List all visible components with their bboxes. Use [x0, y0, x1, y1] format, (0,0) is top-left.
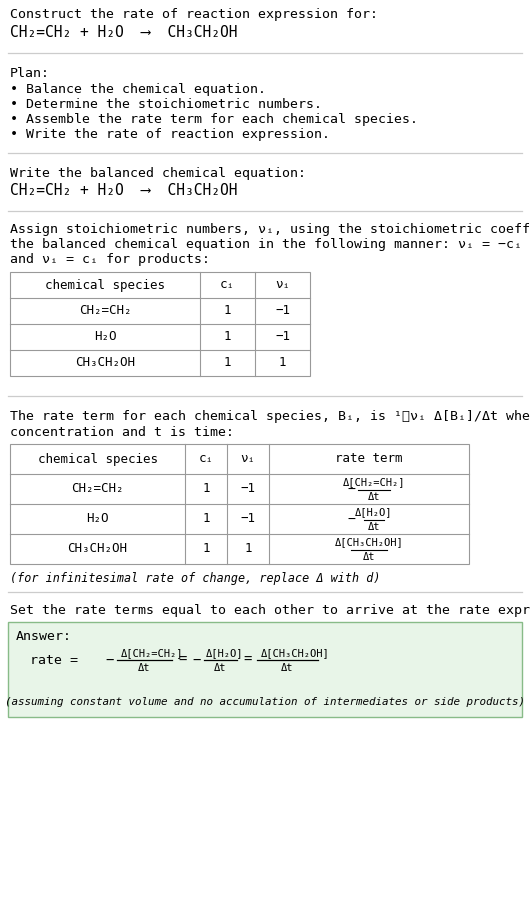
Text: cᵢ: cᵢ [199, 452, 214, 466]
Text: (assuming constant volume and no accumulation of intermediates or side products): (assuming constant volume and no accumul… [5, 697, 525, 707]
Text: Δ[CH₃CH₂OH]: Δ[CH₃CH₂OH] [334, 538, 403, 548]
Text: −1: −1 [241, 512, 255, 525]
Text: rate =: rate = [30, 653, 86, 666]
Text: • Determine the stoichiometric numbers.: • Determine the stoichiometric numbers. [10, 98, 322, 111]
Text: and νᵢ = cᵢ for products:: and νᵢ = cᵢ for products: [10, 253, 210, 266]
Text: CH₂=CH₂ + H₂O  ⟶  CH₃CH₂OH: CH₂=CH₂ + H₂O ⟶ CH₃CH₂OH [10, 183, 237, 198]
Text: Write the balanced chemical equation:: Write the balanced chemical equation: [10, 167, 306, 180]
Text: CH₂=CH₂: CH₂=CH₂ [71, 482, 123, 496]
Text: 1: 1 [202, 482, 210, 496]
Text: CH₂=CH₂ + H₂O  ⟶  CH₃CH₂OH: CH₂=CH₂ + H₂O ⟶ CH₃CH₂OH [10, 25, 237, 40]
Text: Plan:: Plan: [10, 67, 50, 80]
Text: Δt: Δt [363, 551, 375, 561]
Text: 1: 1 [224, 357, 231, 369]
Text: −1: −1 [275, 305, 290, 318]
Text: Δt: Δt [368, 491, 380, 501]
Text: νᵢ: νᵢ [241, 452, 255, 466]
Text: −1: −1 [241, 482, 255, 496]
Text: −: − [105, 653, 113, 667]
Text: H₂O: H₂O [94, 330, 116, 343]
Text: Construct the rate of reaction expression for:: Construct the rate of reaction expressio… [10, 8, 378, 21]
Text: 1: 1 [202, 542, 210, 555]
Text: 1: 1 [244, 542, 252, 555]
Text: −: − [347, 512, 355, 525]
Text: Assign stoichiometric numbers, νᵢ, using the stoichiometric coefficients, cᵢ, fr: Assign stoichiometric numbers, νᵢ, using… [10, 223, 530, 236]
Text: Δ[CH₂=CH₂]: Δ[CH₂=CH₂] [121, 648, 183, 658]
Text: Δ[CH₂=CH₂]: Δ[CH₂=CH₂] [343, 478, 405, 488]
Text: Answer:: Answer: [16, 630, 72, 643]
Text: −: − [347, 482, 355, 496]
Bar [8, 622, 522, 717]
Text: Δt: Δt [368, 521, 380, 531]
Text: Δt: Δt [138, 663, 151, 673]
Bar [10, 444, 469, 564]
Bar [10, 272, 310, 376]
Text: −1: −1 [275, 330, 290, 343]
Text: Δ[H₂O]: Δ[H₂O] [206, 648, 244, 658]
Text: chemical species: chemical species [45, 278, 165, 291]
Text: =: = [243, 653, 251, 667]
Text: 1: 1 [279, 357, 286, 369]
Text: • Assemble the rate term for each chemical species.: • Assemble the rate term for each chemic… [10, 113, 418, 126]
Text: νᵢ: νᵢ [275, 278, 290, 291]
Text: • Write the rate of reaction expression.: • Write the rate of reaction expression. [10, 128, 330, 141]
Text: 1: 1 [202, 512, 210, 525]
Text: Δt: Δt [281, 663, 294, 673]
Text: concentration and t is time:: concentration and t is time: [10, 426, 234, 439]
Text: (for infinitesimal rate of change, replace Δ with d): (for infinitesimal rate of change, repla… [10, 572, 381, 585]
Text: CH₃CH₂OH: CH₃CH₂OH [67, 542, 128, 555]
Text: Δ[CH₃CH₂OH]: Δ[CH₃CH₂OH] [261, 648, 330, 658]
Text: Δt: Δt [214, 663, 227, 673]
Text: 1: 1 [224, 305, 231, 318]
Text: chemical species: chemical species [38, 452, 157, 466]
Text: H₂O: H₂O [86, 512, 109, 525]
Text: The rate term for each chemical species, Bᵢ, is ¹⁄νᵢ Δ[Bᵢ]/Δt where [Bᵢ] is the : The rate term for each chemical species,… [10, 410, 530, 423]
Text: 1: 1 [224, 330, 231, 343]
Text: Δ[H₂O]: Δ[H₂O] [355, 508, 393, 518]
Text: =: = [178, 653, 187, 667]
Text: • Balance the chemical equation.: • Balance the chemical equation. [10, 83, 266, 96]
Text: Set the rate terms equal to each other to arrive at the rate expression:: Set the rate terms equal to each other t… [10, 604, 530, 617]
Text: CH₂=CH₂: CH₂=CH₂ [79, 305, 131, 318]
Text: rate term: rate term [335, 452, 403, 466]
Text: −: − [192, 653, 200, 667]
Text: the balanced chemical equation in the following manner: νᵢ = −cᵢ for reactants: the balanced chemical equation in the fo… [10, 238, 530, 251]
Text: cᵢ: cᵢ [220, 278, 235, 291]
Text: CH₃CH₂OH: CH₃CH₂OH [75, 357, 135, 369]
